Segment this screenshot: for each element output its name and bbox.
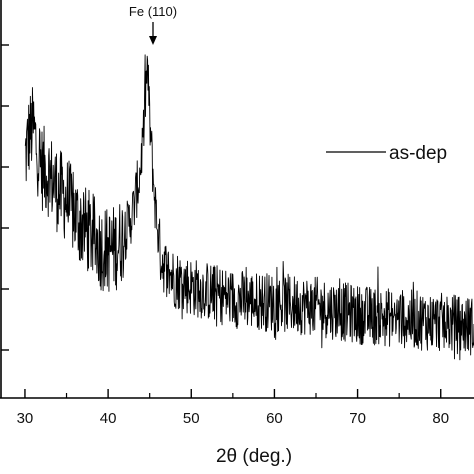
series-line-as-dep (24, 54, 474, 361)
x-tick-label: 50 (183, 410, 200, 427)
x-tick-label: 80 (432, 410, 449, 427)
x-ticks: 30 40 50 60 70 80 (17, 389, 449, 427)
annotation-fe110: Fe (110) (129, 4, 177, 45)
x-tick-label: 40 (100, 410, 117, 427)
axes (0, 0, 474, 399)
legend-label-as-dep: as-dep (389, 143, 447, 164)
y-ticks (1, 44, 9, 351)
x-tick-label: 60 (266, 410, 283, 427)
annotation-label: Fe (110) (129, 4, 177, 19)
x-tick-label: 30 (17, 410, 34, 427)
annotation-arrow-head (149, 36, 157, 45)
x-axis-title: 2θ (deg.) (216, 446, 292, 467)
x-tick-label: 70 (349, 410, 366, 427)
legend: as-dep (326, 143, 447, 164)
